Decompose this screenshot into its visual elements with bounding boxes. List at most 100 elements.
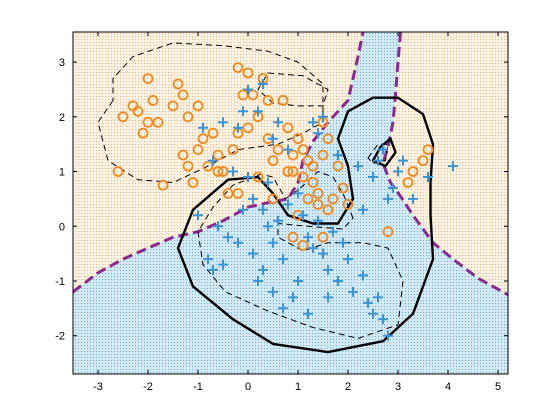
x-tick-label: 0 <box>245 381 251 393</box>
circle-point <box>312 198 324 210</box>
circle-point <box>317 149 329 161</box>
plus-point <box>293 188 303 199</box>
plus-point <box>308 117 318 128</box>
plus-point <box>243 172 253 182</box>
plus-point <box>368 308 378 319</box>
circle-point <box>252 171 264 183</box>
circle-point <box>292 133 304 145</box>
circle-point <box>277 95 289 106</box>
y-tick-label: 2 <box>59 112 65 124</box>
plus-point <box>383 330 393 341</box>
plus-point <box>448 161 458 172</box>
plus-point <box>303 232 313 243</box>
circle-point <box>407 166 419 177</box>
plus-point <box>373 155 383 166</box>
bayes-decision-boundary-1 <box>381 32 508 297</box>
circle-point <box>297 239 309 251</box>
plus-point <box>268 237 278 248</box>
plus-point <box>238 204 248 215</box>
plus-point <box>288 292 298 303</box>
circle-point <box>287 231 299 243</box>
plus-point <box>273 117 283 128</box>
plus-point <box>333 276 343 286</box>
circle-point <box>167 100 179 112</box>
circle-point <box>182 160 194 172</box>
y-axis: -2 -1 0 1 2 3 <box>55 57 508 343</box>
circle-point <box>142 116 154 128</box>
circle-point <box>242 122 254 134</box>
plus-class-region <box>73 32 508 374</box>
circle-point <box>267 193 279 205</box>
circle-point <box>132 105 144 117</box>
x-tick-label: 5 <box>495 381 501 393</box>
plus-point <box>298 210 308 221</box>
circle-point <box>137 127 149 139</box>
y-tick-label: 0 <box>59 221 65 233</box>
plus-point <box>363 297 373 308</box>
plus-point <box>313 128 323 139</box>
plus-point <box>258 265 268 275</box>
plus-point <box>263 221 273 232</box>
plus-point <box>318 248 328 259</box>
plus-point <box>383 193 393 204</box>
y-tick-label: -1 <box>55 276 65 288</box>
circle-point <box>297 144 309 156</box>
plus-point <box>378 144 388 155</box>
plus-point <box>208 155 218 166</box>
plus-point <box>218 259 228 270</box>
circle-point <box>157 179 169 191</box>
x-tick-label: 3 <box>395 381 401 393</box>
plus-point <box>323 292 333 303</box>
circle-point <box>172 78 184 90</box>
plus-point <box>268 286 278 297</box>
plus-point <box>283 144 293 155</box>
plus-point <box>393 166 403 177</box>
plus-point <box>293 276 303 286</box>
circle-point <box>322 133 334 145</box>
plus-point <box>278 254 288 265</box>
plus-point <box>373 292 383 303</box>
circle-point <box>187 177 199 188</box>
circle-point <box>152 116 164 128</box>
plus-point <box>353 161 363 172</box>
plus-point <box>328 226 338 237</box>
x-tick-label: -1 <box>193 381 203 393</box>
circle-point <box>242 67 254 79</box>
circle-point <box>307 160 319 172</box>
plus-point <box>318 111 328 122</box>
circle-point <box>177 149 189 161</box>
x-tick-label: 2 <box>345 381 351 393</box>
circle-point <box>297 171 309 183</box>
plus-point <box>193 210 203 221</box>
circle-point <box>197 133 209 145</box>
circle-point <box>232 187 244 199</box>
plus-point <box>333 150 343 161</box>
circle-point <box>142 73 154 84</box>
circle-point <box>232 62 244 73</box>
plus-point <box>233 122 243 133</box>
plus-point <box>258 79 268 89</box>
plus-point <box>378 314 388 325</box>
circle-point <box>282 122 294 134</box>
y-tick-label: 3 <box>59 57 65 69</box>
circle-point <box>147 95 159 106</box>
circle-point <box>217 166 229 177</box>
x-tick-label: 4 <box>445 381 451 393</box>
plot-area <box>73 32 508 374</box>
plus-point <box>213 221 223 232</box>
plus-point <box>273 215 283 226</box>
x-tick-label: -3 <box>93 381 103 393</box>
circle-point <box>207 127 219 139</box>
circle-point <box>417 155 429 167</box>
plus-point <box>253 276 263 286</box>
plus-point <box>348 286 358 297</box>
circle-point <box>287 166 299 177</box>
circle-point <box>302 193 314 205</box>
plus-point <box>223 232 233 243</box>
circle-point <box>182 111 194 123</box>
model-margin-4 <box>97 42 324 183</box>
plus-point <box>398 155 408 166</box>
plus-point <box>258 204 268 215</box>
circle-point <box>382 226 394 238</box>
x-axis: -3 -2 -1 0 1 2 3 4 5 <box>93 32 501 393</box>
